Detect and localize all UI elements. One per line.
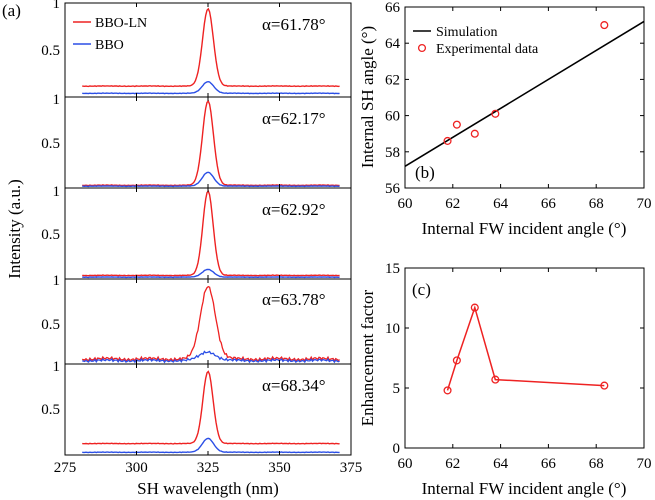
- subplot-1-bbo-line: [82, 80, 340, 95]
- y-tick-label: 56: [385, 181, 401, 197]
- panel-c-label: (c): [412, 280, 431, 299]
- panel-b-label: (b): [415, 163, 435, 182]
- x-tick-label: 70: [637, 456, 652, 472]
- panel-a-xlabel: SH wavelength (nm): [137, 479, 279, 498]
- x-tick-label: 375: [340, 460, 363, 476]
- enhancement-point: [600, 381, 609, 390]
- panel-a-stack: α=61.78° 1 0.5 BBO-LN BBO α=62.17° 1 0.5…: [41, 0, 362, 476]
- y-tick-label: 66: [385, 0, 401, 16]
- panel-b-xlabel: Internal FW incident angle (°): [422, 219, 627, 238]
- x-tick-label: 300: [125, 460, 148, 476]
- subplot-2: α=62.17° 1 0.5: [41, 92, 352, 189]
- x-tick-label: 60: [398, 196, 413, 212]
- panel-b-legend: Simulation Experimental data: [413, 25, 539, 57]
- x-tick-label: 66: [541, 456, 557, 472]
- subplot-4-alpha-label: α=63.78°: [262, 290, 326, 309]
- panel-a-ylabel: Intensity (a.u.): [5, 179, 24, 279]
- y-tick-label: 0: [393, 441, 401, 457]
- subplot-1-bbo-ln-line: [82, 7, 340, 88]
- legend-label-experimental: Experimental data: [436, 42, 539, 57]
- y-tick-label: 0.5: [41, 43, 60, 59]
- panel-b-frame: [404, 6, 645, 189]
- panel-b: 60 62 64 66 68 70 56 58 60 62 64 66 (b) Simulation …: [358, 0, 652, 238]
- y-tick-label: 1: [53, 0, 61, 12]
- y-tick-label: 0.5: [41, 136, 60, 152]
- enhancement-point: [470, 303, 479, 312]
- experimental-point: [491, 109, 500, 118]
- subplot-3-bbo-ln-line: [82, 189, 340, 277]
- enhancement-points: [443, 303, 609, 395]
- x-tick-label: 325: [197, 460, 220, 476]
- subplot-4: α=63.78° 1 0.5: [41, 273, 352, 365]
- y-tick-label: 64: [385, 36, 401, 52]
- x-tick-label: 64: [493, 456, 509, 472]
- y-tick-label: 0.5: [41, 227, 60, 243]
- subplot-5: α=68.34° 1 0.5: [41, 359, 352, 456]
- panel-c-ylabel: Enhancement factor: [358, 289, 377, 426]
- x-tick-label: 62: [445, 456, 460, 472]
- enhancement-point: [443, 386, 452, 395]
- legend-label-bbo-ln: BBO-LN: [95, 16, 147, 31]
- y-tick-label: 0.5: [41, 317, 60, 333]
- x-tick-label: 68: [589, 456, 604, 472]
- y-tick-label: 1: [53, 92, 61, 108]
- y-tick-label: 1: [53, 273, 61, 289]
- panel-a-x-axis: 275 300 325 350 375: [54, 3, 363, 476]
- x-tick-label: 275: [54, 460, 77, 476]
- subplot-3: α=62.92° 1 0.5: [41, 184, 352, 280]
- experimental-point: [470, 129, 479, 138]
- subplot-5-bbo-line: [82, 437, 340, 454]
- subplot-1: α=61.78° 1 0.5 BBO-LN BBO: [41, 0, 352, 98]
- experimental-point: [600, 21, 609, 30]
- experimental-point: [452, 120, 461, 129]
- subplot-5-alpha-label: α=68.34°: [262, 376, 326, 395]
- panel-b-axes: 60 62 64 66 68 70 56 58 60 62 64 66: [385, 0, 652, 212]
- enhancement-point: [491, 375, 500, 384]
- panel-b-ylabel: Internal SH angle (°): [358, 26, 377, 168]
- y-tick-label: 15: [385, 261, 400, 277]
- x-tick-label: 64: [493, 196, 509, 212]
- x-tick-label: 60: [398, 456, 413, 472]
- panel-c-xlabel: Internal FW incident angle (°): [422, 479, 627, 498]
- x-tick-label: 66: [541, 196, 557, 212]
- subplot-2-alpha-label: α=62.17°: [262, 109, 326, 128]
- y-tick-label: 5: [393, 381, 401, 397]
- x-tick-label: 350: [268, 460, 291, 476]
- panel-a-label: (a): [2, 1, 21, 20]
- experimental-points: [443, 21, 609, 145]
- subplot-1-alpha-label: α=61.78°: [262, 15, 326, 34]
- subplot-5-bbo-ln-line: [82, 370, 340, 445]
- enhancement-line: [446, 305, 605, 391]
- legend-label-simulation: Simulation: [436, 25, 497, 40]
- experimental-point: [443, 136, 452, 145]
- enhancement-point: [452, 356, 461, 365]
- subplot-4-bbo-line: [82, 350, 340, 364]
- panel-c-frame: [404, 267, 645, 449]
- x-tick-label: 68: [589, 196, 604, 212]
- x-tick-label: 62: [445, 196, 460, 212]
- subplot-4-bbo-ln-line: [81, 285, 340, 363]
- legend: BBO-LN BBO: [73, 16, 147, 53]
- panel-c-axes: 60 62 64 66 68 70 0 5 10 15: [385, 261, 652, 472]
- y-tick-label: 1: [53, 184, 61, 200]
- y-tick-label: 58: [385, 145, 400, 161]
- y-tick-label: 1: [53, 359, 61, 375]
- y-tick-label: 60: [385, 109, 400, 125]
- y-tick-label: 0.5: [41, 402, 60, 418]
- subplot-2-bbo-line: [82, 171, 340, 188]
- legend-label-bbo: BBO: [95, 38, 124, 53]
- panel-c: 60 62 64 66 68 70 0 5 10 15 (c) Enhancement facto…: [358, 261, 652, 498]
- y-tick-label: 62: [385, 72, 400, 88]
- legend-marker-experimental: [417, 43, 427, 53]
- y-tick-label: 10: [385, 321, 400, 337]
- subplot-3-bbo-line: [82, 268, 340, 279]
- x-tick-label: 70: [637, 196, 652, 212]
- subplot-2-bbo-ln-line: [82, 99, 340, 187]
- subplot-3-alpha-label: α=62.92°: [262, 200, 326, 219]
